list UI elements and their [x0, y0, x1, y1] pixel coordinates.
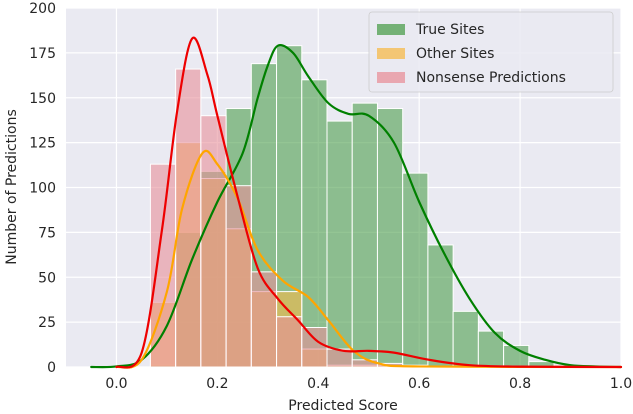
y-tick-label: 150 — [29, 91, 56, 107]
legend-swatch — [377, 24, 405, 35]
y-tick-label: 50 — [38, 270, 56, 286]
bar-nonsense-predictions — [225, 185, 252, 368]
x-axis-ticks: 0.0 0.2 0.4 0.6 0.8 1.0 — [105, 376, 632, 392]
y-tick-label: 25 — [38, 315, 56, 331]
bar-true-sites — [326, 120, 353, 368]
x-tick-label: 0.2 — [206, 376, 228, 392]
bar-nonsense-predictions — [200, 115, 227, 368]
bar-true-sites — [427, 244, 454, 368]
y-tick-label: 125 — [29, 136, 56, 152]
bar-nonsense-predictions — [301, 327, 328, 368]
x-tick-label: 1.0 — [610, 376, 632, 392]
bar-true-sites — [452, 310, 479, 368]
y-axis-ticks: 0 25 50 75 100 125 150 175 200 — [29, 1, 56, 376]
kde-line-true-sites — [90, 44, 623, 369]
y-tick-label: 0 — [47, 360, 56, 376]
x-tick-label: 0.8 — [509, 376, 531, 392]
x-tick-label: 0.6 — [408, 376, 430, 392]
y-axis-label: Number of Predictions — [4, 109, 20, 264]
bar-true-sites — [402, 172, 429, 368]
bar-nonsense-predictions — [250, 271, 278, 368]
legend-box — [368, 11, 614, 93]
x-axis-label: Predicted Score — [288, 398, 397, 414]
bar-nonsense-predictions — [276, 316, 303, 368]
x-tick-label: 0.4 — [307, 376, 329, 392]
y-tick-label: 200 — [29, 1, 56, 17]
legend-label: Other Sites — [416, 46, 494, 62]
y-tick-label: 175 — [29, 46, 56, 62]
legend-swatch — [377, 72, 405, 83]
legend-swatch — [377, 48, 405, 59]
kde-curves — [90, 36, 623, 369]
y-tick-label: 100 — [29, 181, 56, 197]
bar-true-sites — [351, 102, 378, 368]
bar-true-sites — [301, 79, 328, 368]
bar-true-sites — [376, 108, 404, 368]
y-tick-label: 75 — [38, 225, 56, 241]
kde-line-other-sites — [115, 149, 623, 369]
legend: True Sites Other Sites Nonsense Prediction… — [368, 11, 614, 93]
x-tick-label: 0.0 — [105, 376, 127, 392]
kde-line-nonsense-predictions — [115, 36, 623, 369]
legend-label: True Sites — [415, 22, 484, 38]
legend-label: Nonsense Predictions — [416, 70, 566, 86]
